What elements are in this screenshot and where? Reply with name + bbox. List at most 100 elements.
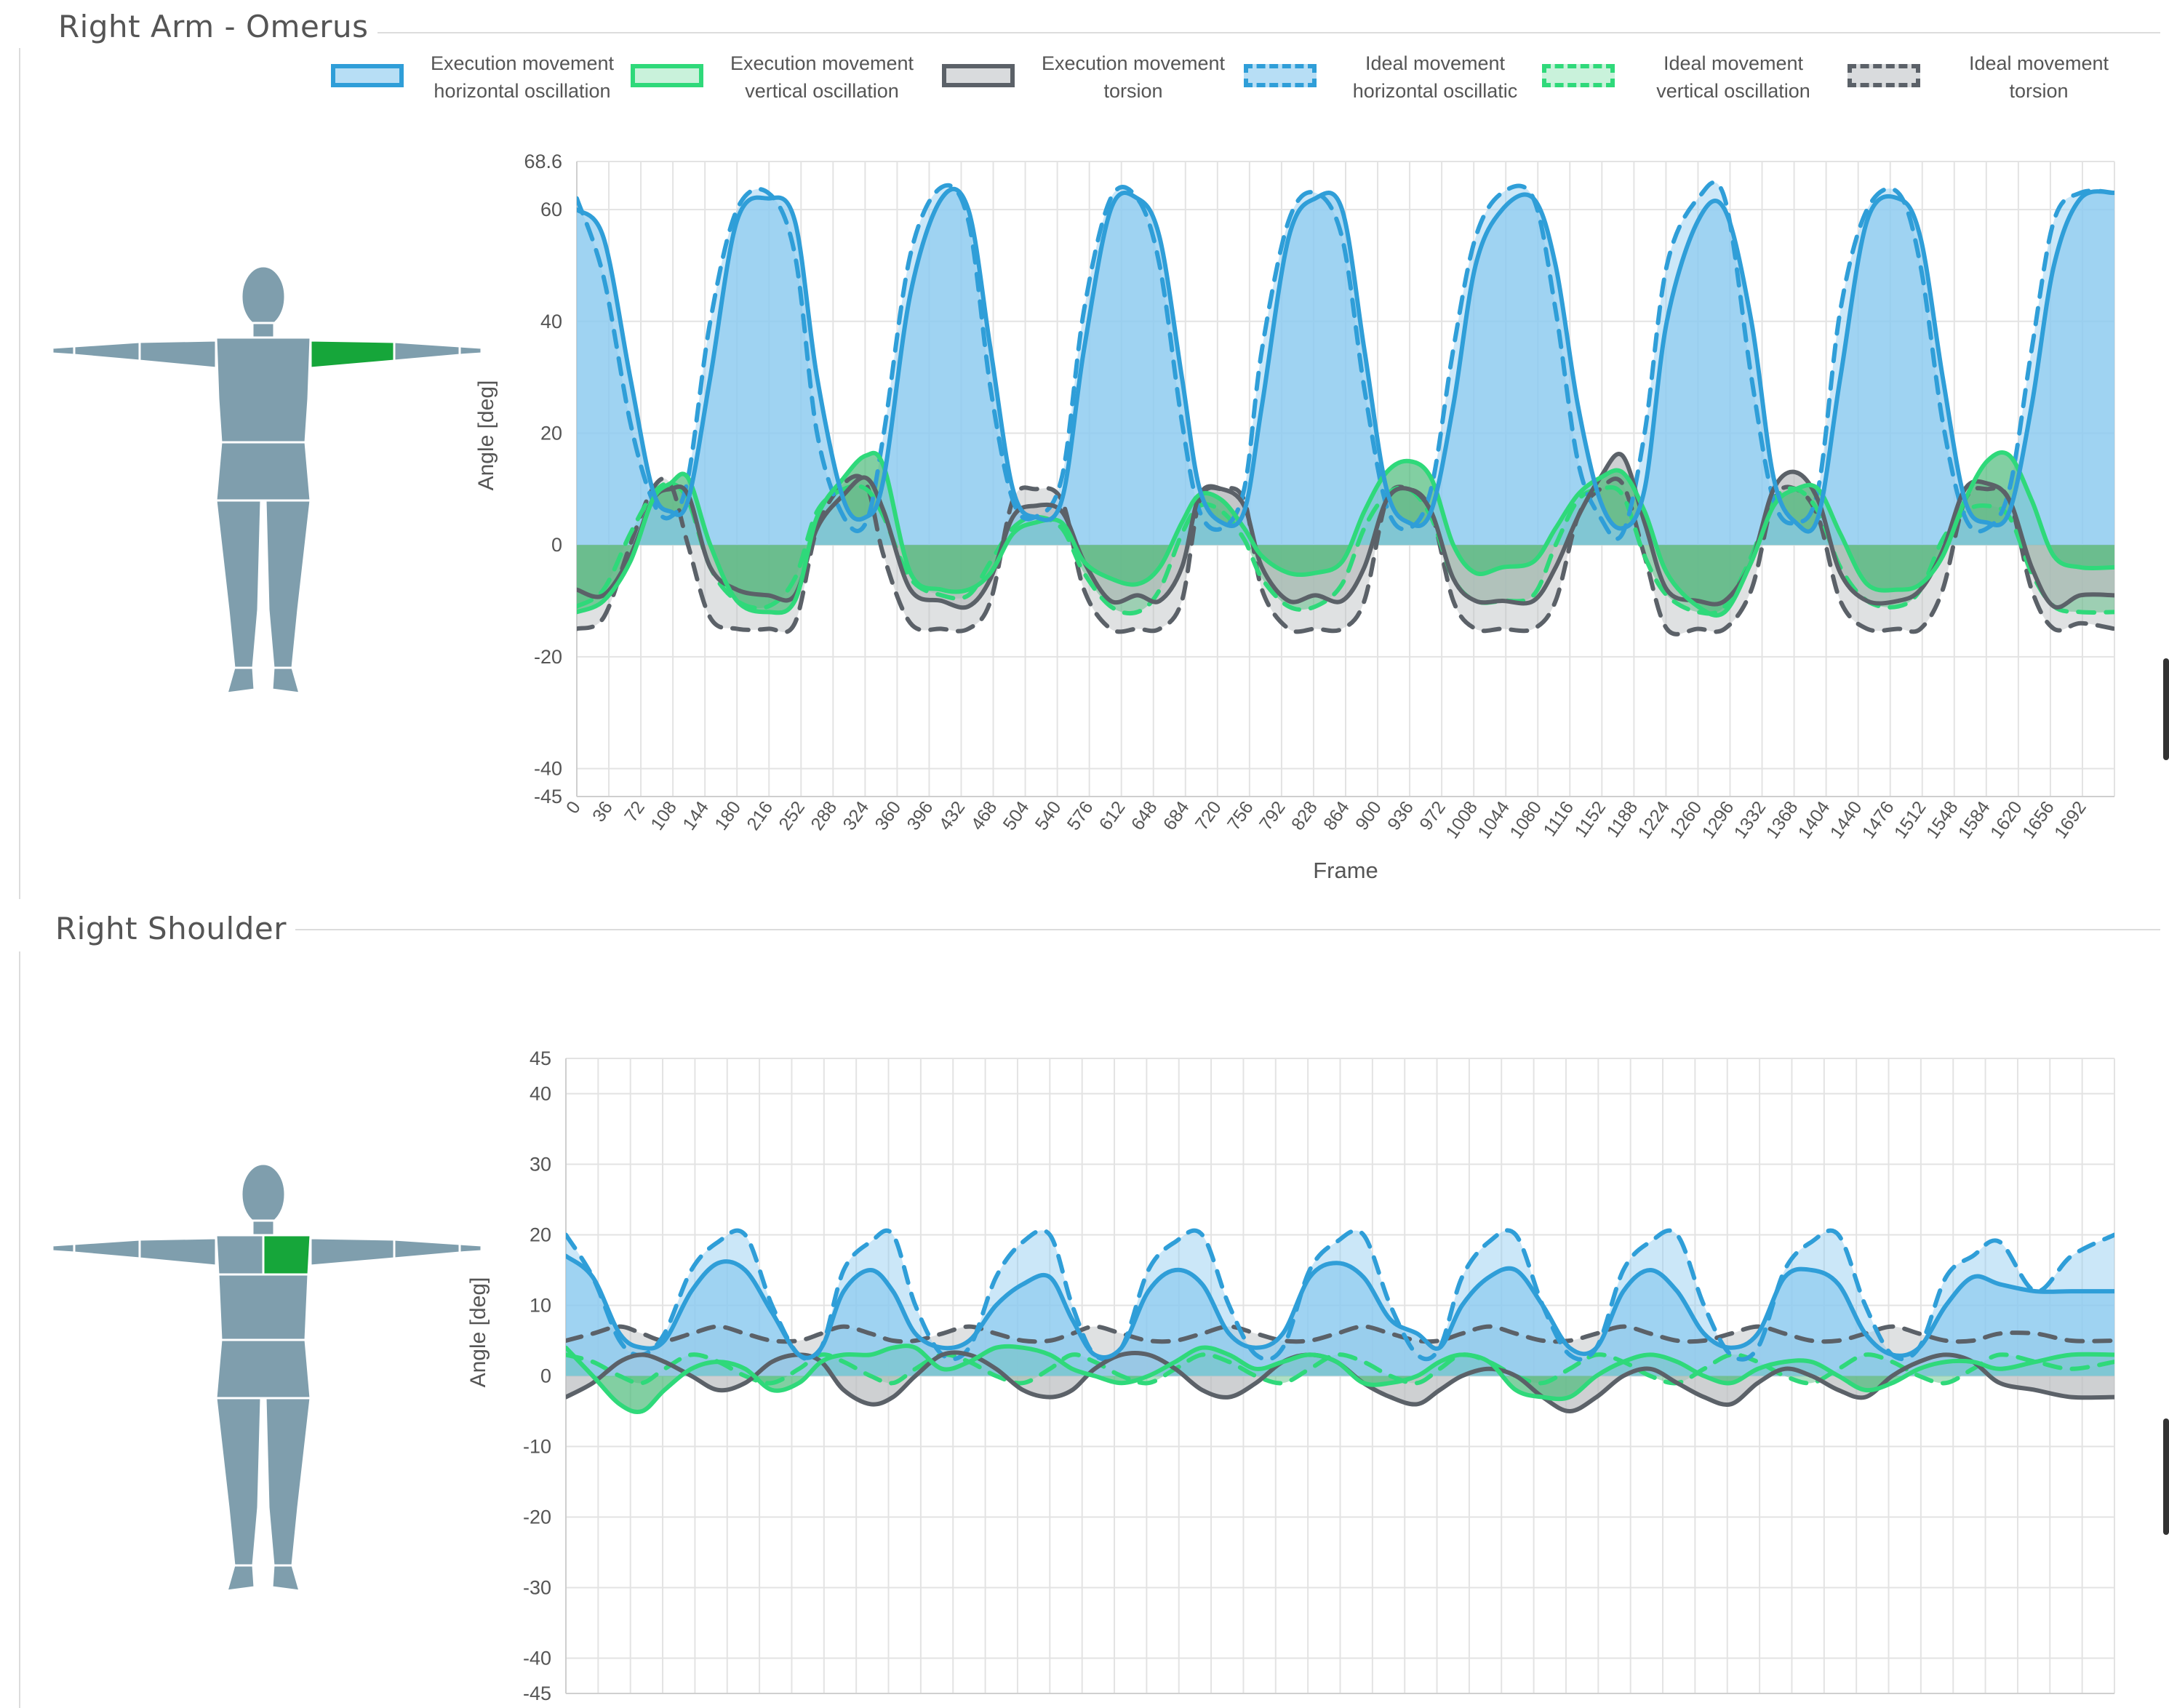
panel-right-shoulder: Right Shoulder 45 40 30 20 10 0 -10 -20 -30 -40 -4…	[0, 895, 2169, 1708]
chart-legend[interactable]: Execution movement horizontal oscillatio…	[331, 45, 2149, 111]
x-tick-label: 540	[1031, 797, 1066, 834]
panel-left-border	[19, 48, 20, 899]
body-figure-shoulder	[52, 1162, 482, 1592]
y-tick-label: 30	[530, 1154, 551, 1176]
y-tick-label: -20	[523, 1507, 551, 1528]
x-tick-label: 1260	[1666, 797, 1706, 842]
series-layer	[577, 180, 2114, 636]
y-tick-label: 0	[540, 1365, 551, 1387]
x-tick-label: 720	[1191, 797, 1226, 834]
figure-highlight-right-upper-arm	[309, 339, 396, 370]
y-tick-label: 40	[530, 1083, 551, 1105]
x-tick-label: 756	[1223, 797, 1258, 834]
scrollbar-thumb-top[interactable]	[2163, 658, 2169, 760]
x-axis-title: Frame	[1313, 858, 1378, 883]
figure-highlight-right-shoulder	[262, 1234, 312, 1276]
legend-label: Execution movement torsion	[1041, 52, 1226, 102]
y-tick-label: 0	[551, 534, 562, 556]
y-tick-label: 20	[530, 1224, 551, 1246]
y-tick-label: -20	[534, 646, 562, 668]
y-tick-label: 45	[530, 1047, 551, 1069]
x-tick-label: 612	[1095, 797, 1130, 834]
x-tick-label: 1404	[1794, 797, 1834, 842]
series-line-exec-h	[566, 1253, 2114, 1360]
figure-right-foot	[271, 666, 302, 695]
x-tick-label: 252	[775, 797, 809, 834]
legend-label: Ideal movement torsion	[1968, 52, 2109, 102]
x-tick-label: 360	[871, 797, 905, 834]
x-tick-label: 1296	[1698, 797, 1738, 842]
chart-right-shoulder: 45 40 30 20 10 0 -10 -20 -30 -40 -45 Angle [deg]	[466, 1047, 2115, 1704]
x-tick-label: 1044	[1474, 797, 1514, 842]
x-tick-label: 1584	[1954, 797, 1994, 842]
series-line-exec-t	[577, 452, 2114, 610]
x-tick-label: 900	[1351, 797, 1386, 834]
x-tick-label: 1692	[2050, 797, 2090, 842]
y-axis-title: Angle [deg]	[474, 380, 498, 491]
series-area-exec-h	[566, 1256, 2114, 1376]
x-tick-label: 1620	[1986, 797, 2026, 842]
y-tick-label: -10	[523, 1436, 551, 1458]
panel-top-border	[356, 32, 2160, 33]
legend-swatch	[1542, 64, 1615, 87]
y-tick-label: -45	[523, 1683, 551, 1704]
x-tick-label: 1224	[1634, 797, 1674, 842]
series-line-exec-v	[566, 1344, 2114, 1414]
x-tick-label: 792	[1255, 797, 1290, 834]
y-tick-label: 68.6	[524, 151, 562, 172]
y-tick-label: -45	[534, 786, 562, 807]
y-tick-label: 40	[540, 311, 562, 332]
y-tick-label: -40	[523, 1648, 551, 1669]
scrollbar-thumb-bottom[interactable]	[2163, 1418, 2169, 1535]
x-tick-label: 1440	[1826, 797, 1866, 842]
x-tick-label: 504	[999, 797, 1034, 834]
legend-label: Ideal movement horizontal oscillatic	[1352, 52, 1518, 102]
x-tick-label: 396	[903, 797, 938, 834]
x-tick-label: 1548	[1922, 797, 1962, 842]
figure-left-foot	[225, 666, 256, 695]
legend-swatch	[1848, 64, 1920, 87]
series-line-ideal-t	[577, 474, 2114, 636]
x-tick-label: 1152	[1570, 797, 1610, 841]
series-line-ideal-h	[577, 180, 2114, 541]
x-tick-label: 864	[1319, 797, 1354, 834]
legend-swatch	[631, 64, 703, 87]
x-tick-label: 180	[711, 797, 745, 834]
figure-right-foot	[271, 1564, 302, 1592]
legend-label: Ideal movement vertical oscillation	[1656, 52, 1810, 102]
figure-left-hand	[52, 345, 76, 356]
legend-label: Execution movement vertical oscillation	[730, 52, 914, 102]
y-tick-label: -30	[523, 1577, 551, 1599]
x-tick-label: 72	[620, 797, 649, 826]
x-tick-label: 1332	[1730, 797, 1770, 842]
x-tick-label: 1476	[1858, 797, 1898, 842]
x-tick-label: 576	[1063, 797, 1098, 834]
x-tick-label: 144	[679, 797, 713, 834]
x-tick-label: 288	[807, 797, 841, 834]
figure-right-hand	[458, 345, 482, 356]
x-tick-label: 324	[839, 797, 873, 834]
y-axis-title: Angle [deg]	[466, 1277, 490, 1388]
x-tick-label: 108	[647, 797, 681, 834]
panel-title: Right Arm - Omerus	[49, 9, 378, 44]
series-line-exec-v	[577, 450, 2114, 618]
series-layer	[566, 1228, 2114, 1414]
x-tick-label: 1656	[2018, 797, 2058, 842]
series-line-exec-h	[577, 186, 2114, 534]
x-tick-label: 1188	[1603, 797, 1642, 841]
legend-swatch	[331, 64, 404, 87]
figure-left-foot	[225, 1564, 256, 1592]
y-tick-label: -40	[534, 758, 562, 780]
x-tick-label: 1080	[1506, 797, 1546, 842]
y-tick-label: 20	[540, 422, 562, 444]
x-tick-label: 936	[1383, 797, 1418, 834]
x-tick-label: 468	[967, 797, 1002, 834]
legend-swatch	[942, 64, 1015, 87]
x-tick-label: 684	[1159, 797, 1194, 834]
x-tick-label: 216	[743, 797, 777, 834]
y-tick-label: 10	[530, 1295, 551, 1317]
x-tick-label: 828	[1287, 797, 1322, 834]
x-tick-label: 432	[935, 797, 970, 834]
panel-right-arm: Right Arm - Omerus Execution movement ho…	[19, 9, 2160, 899]
x-tick-label: 1116	[1539, 797, 1578, 840]
